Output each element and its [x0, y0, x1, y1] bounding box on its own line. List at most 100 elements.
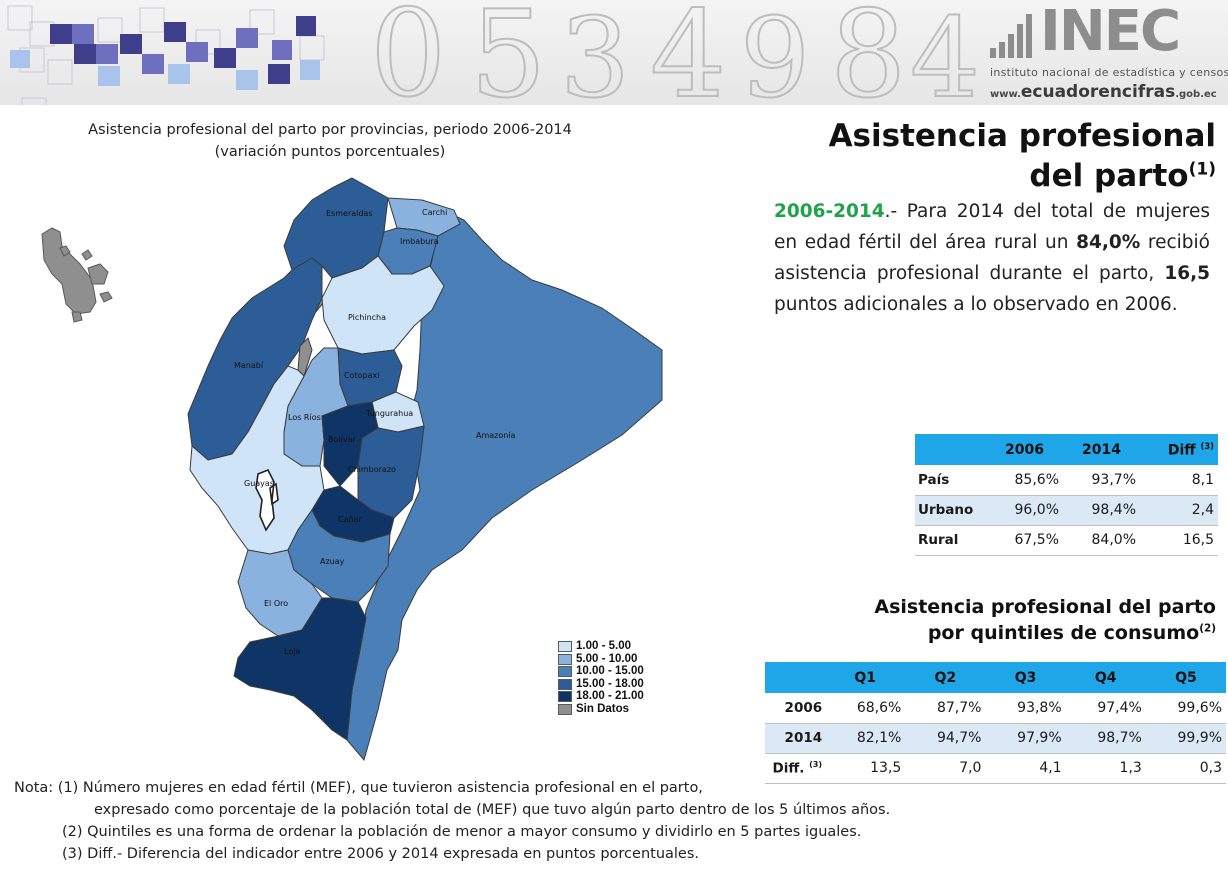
cell-q5: 0,3 [1145, 753, 1226, 784]
quintiles-header-q4: Q4 [1065, 662, 1146, 693]
page-title: Asistencia profesional del parto(1) [828, 118, 1216, 194]
cell-q5: 99,9% [1145, 723, 1226, 754]
quintiles-title: Asistencia profesional del parto por qui… [874, 596, 1216, 644]
label-el-oro: El Oro [264, 599, 288, 608]
map-legend: 1.00 - 5.00 5.00 - 10.00 10.00 - 15.00 15.0… [558, 640, 698, 716]
cell-q2: 87,7% [905, 693, 986, 724]
legend-swatch [558, 703, 572, 715]
svg-text:4: 4 [910, 0, 980, 105]
legend-label: 18.00 - 21.00 [576, 690, 644, 703]
cell-q1: 68,6% [825, 693, 906, 724]
label-bolivar: Bolívar [328, 435, 356, 444]
label-esmeraldas: Esmeraldas [326, 209, 373, 218]
inec-logo: INEC instituto nacional de estadística y… [988, 0, 1228, 102]
row-label: Urbano [915, 495, 986, 526]
label-los-rios: Los Ríos [288, 413, 321, 422]
label-chimborazo: Chimborazo [348, 465, 396, 474]
quintiles-header-q3: Q3 [985, 662, 1066, 693]
label-manabi: Manabí [234, 361, 264, 370]
svg-text:4: 4 [650, 0, 726, 105]
table-row: Rural 67,5% 84,0% 16,5 [915, 525, 1218, 556]
legend-item: 15.00 - 18.00 [558, 678, 698, 691]
cell-diff: 2,4 [1140, 495, 1218, 526]
galapagos-islands [41, 227, 113, 323]
svg-text:9: 9 [740, 0, 810, 105]
cell-2014: 84,0% [1063, 525, 1140, 556]
label-imbabura: Imbabura [400, 237, 439, 246]
svg-text:0: 0 [370, 0, 446, 105]
label-carchi: Carchi [422, 208, 447, 217]
cell-diff: 8,1 [1140, 465, 1218, 496]
legend-swatch [558, 666, 572, 678]
legend-label: 1.00 - 5.00 [576, 640, 631, 652]
cell-diff: 16,5 [1140, 525, 1218, 556]
legend-item: Sin Datos [558, 703, 698, 716]
area-table: 2006 2014 Diff (3) País 85,6% 93,7% 8,1 … [915, 434, 1218, 556]
logo-website: www.ecuadorencifras.gob.ec [990, 82, 1217, 102]
quintiles-header-q5: Q5 [1145, 662, 1226, 693]
cell-q3: 97,9% [985, 723, 1066, 754]
decorative-numbers-watermark: 0 5 3 4 9 8 4 [369, 0, 981, 105]
cell-2006: 96,0% [986, 495, 1063, 526]
cell-q2: 7,0 [905, 753, 986, 784]
legend-item: 10.00 - 15.00 [558, 665, 698, 678]
label-guayas: Guayas [244, 479, 274, 488]
guayas-estuary [255, 468, 279, 532]
legend-swatch [558, 653, 572, 665]
cell-q4: 98,7% [1065, 723, 1146, 754]
row-label: País [915, 465, 986, 496]
legend-label: 5.00 - 10.00 [576, 652, 638, 665]
row-label: 2014 [765, 723, 826, 754]
legend-item: 1.00 - 5.00 [558, 640, 698, 653]
note-1-continued: expresado como porcentaje de la població… [94, 802, 891, 818]
province-guayas [189, 365, 325, 555]
table-row: Urbano 96,0% 98,4% 2,4 [915, 495, 1218, 526]
note-2: (2) Quintiles es una forma de ordenar la… [62, 824, 862, 840]
legend-label: 10.00 - 15.00 [576, 665, 644, 678]
area-table-header-blank [915, 434, 986, 465]
table-row: País 85,6% 93,7% 8,1 [915, 465, 1218, 496]
decorative-pixel-pattern [7, 5, 325, 105]
bar-chart-logo-icon [990, 14, 1032, 58]
cell-q1: 13,5 [825, 753, 906, 784]
label-azuay: Azuay [320, 557, 345, 566]
label-tungurahua: Tungurahua [365, 409, 413, 418]
note-3: (3) Diff.- Diferencia del indicador entr… [62, 846, 700, 862]
table-row: Diff. (3) 13,5 7,0 4,1 1,3 0,3 [765, 753, 1226, 784]
cell-2006: 85,6% [986, 465, 1063, 496]
svg-text:5: 5 [470, 0, 546, 105]
legend-label: Sin Datos [576, 702, 630, 715]
logo-wordmark: INEC [1040, 0, 1181, 64]
row-label: 2006 [765, 693, 826, 724]
legend-item: 5.00 - 10.00 [558, 653, 698, 666]
legend-label: 15.00 - 18.00 [576, 677, 644, 690]
cell-q2: 94,7% [905, 723, 986, 754]
label-loja: Loja [284, 647, 300, 656]
summary-text: 2006-2014.- Para 2014 del total de mujer… [774, 201, 1210, 315]
area-table-header-2014: 2014 [1063, 434, 1140, 465]
svg-text:8: 8 [830, 0, 906, 105]
label-amazonia: Amazonía [476, 431, 516, 440]
province-azuay [287, 509, 391, 603]
logo-subtitle: instituto nacional de estadística y cens… [990, 66, 1228, 79]
area-table-header-diff: Diff (3) [1140, 434, 1218, 465]
quintiles-header-q2: Q2 [905, 662, 986, 693]
legend-item: 18.00 - 21.00 [558, 690, 698, 703]
table-row: 2006 68,6% 87,7% 93,8% 97,4% 99,6% [765, 693, 1226, 724]
footnotes: Nota: (1) Número mujeres en edad fértil … [14, 777, 891, 865]
svg-text:3: 3 [560, 0, 630, 105]
quintiles-table: Q1 Q2 Q3 Q4 Q5 2006 68,6% 87,7% 93,8% 97… [765, 662, 1226, 784]
legend-swatch [558, 678, 572, 690]
cell-2006: 67,5% [986, 525, 1063, 556]
province-loja [233, 597, 367, 741]
note-1: Nota: (1) Número mujeres en edad fértil … [14, 780, 703, 796]
quintiles-header-q1: Q1 [825, 662, 906, 693]
row-label: Rural [915, 525, 986, 556]
label-pichincha: Pichincha [348, 313, 386, 322]
label-canar: Cañar [338, 515, 362, 524]
legend-swatch [558, 641, 572, 652]
cell-2014: 98,4% [1063, 495, 1140, 526]
quintiles-header-blank [765, 662, 826, 693]
legend-swatch [558, 691, 572, 703]
cell-q4: 97,4% [1065, 693, 1146, 724]
